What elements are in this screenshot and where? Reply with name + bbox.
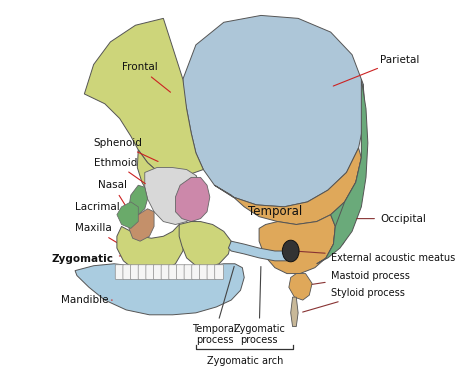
Text: Sphenoid: Sphenoid: [94, 138, 158, 162]
FancyBboxPatch shape: [115, 265, 124, 279]
Polygon shape: [117, 202, 138, 229]
Polygon shape: [75, 264, 244, 315]
Text: Nasal: Nasal: [98, 180, 134, 219]
Polygon shape: [183, 15, 365, 207]
Text: Occipital: Occipital: [356, 213, 426, 224]
Polygon shape: [259, 215, 335, 273]
FancyBboxPatch shape: [169, 265, 178, 279]
Polygon shape: [84, 18, 203, 177]
Polygon shape: [129, 185, 147, 215]
FancyBboxPatch shape: [130, 265, 139, 279]
Polygon shape: [137, 150, 201, 217]
FancyBboxPatch shape: [123, 265, 132, 279]
Polygon shape: [291, 297, 298, 326]
FancyBboxPatch shape: [200, 265, 208, 279]
FancyBboxPatch shape: [176, 265, 185, 279]
Text: Frontal: Frontal: [121, 63, 171, 92]
Polygon shape: [175, 177, 210, 222]
Text: Temporal
process: Temporal process: [192, 266, 237, 345]
Text: Ethmoid: Ethmoid: [94, 158, 146, 184]
Polygon shape: [145, 167, 201, 224]
FancyBboxPatch shape: [207, 265, 216, 279]
FancyBboxPatch shape: [215, 265, 224, 279]
Text: Zygomatic arch: Zygomatic arch: [207, 356, 283, 366]
FancyBboxPatch shape: [154, 265, 162, 279]
Text: External acoustic meatus: External acoustic meatus: [296, 251, 455, 263]
Polygon shape: [228, 241, 287, 261]
Polygon shape: [317, 79, 368, 264]
Text: Mastoid process: Mastoid process: [308, 270, 410, 285]
Text: Lacrimal: Lacrimal: [75, 202, 126, 212]
FancyBboxPatch shape: [161, 265, 170, 279]
Polygon shape: [214, 148, 361, 224]
Text: Mandible: Mandible: [61, 295, 112, 305]
Polygon shape: [326, 84, 366, 258]
FancyBboxPatch shape: [192, 265, 201, 279]
Polygon shape: [129, 209, 154, 241]
FancyBboxPatch shape: [138, 265, 147, 279]
Text: Temporal: Temporal: [248, 205, 302, 218]
Ellipse shape: [283, 240, 299, 262]
Polygon shape: [117, 224, 185, 273]
Text: Maxilla: Maxilla: [75, 223, 128, 250]
Text: Zygomatic: Zygomatic: [52, 251, 179, 264]
Text: Zygomatic
process: Zygomatic process: [233, 266, 285, 345]
Polygon shape: [289, 273, 312, 300]
Text: Parietal: Parietal: [333, 54, 419, 86]
Text: Styloid process: Styloid process: [303, 288, 404, 312]
Polygon shape: [179, 222, 231, 268]
FancyBboxPatch shape: [146, 265, 155, 279]
FancyBboxPatch shape: [184, 265, 193, 279]
